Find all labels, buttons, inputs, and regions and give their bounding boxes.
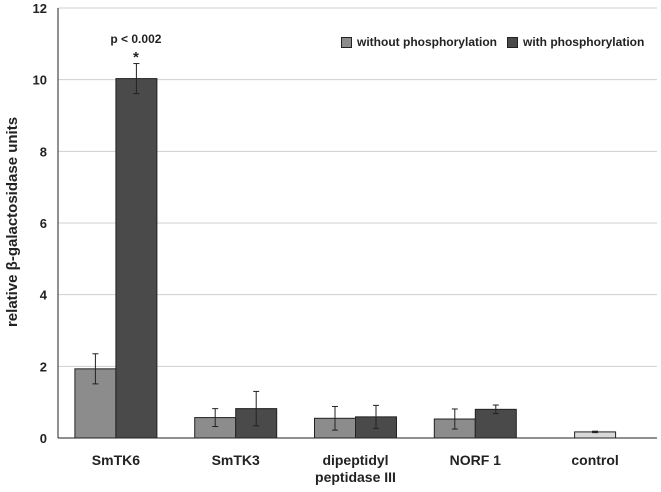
y-axis-label-wrapper: relative β-galactosidase units [2,0,22,487]
y-tick-label: 12 [33,1,47,16]
y-tick-label: 6 [40,216,47,231]
legend-label-with: with phosphorylation [522,35,645,49]
x-tick-label: SmTK3 [212,452,260,468]
legend-swatch-without [341,36,352,48]
legend: without phosphorylation with phosphoryla… [341,35,644,49]
y-axis-label: relative β-galactosidase units [4,117,21,327]
x-tick-label: dipeptidyl [322,452,388,468]
bar [115,78,158,439]
annotation-pvalue: p < 0.002 [110,32,161,46]
y-tick-label: 2 [40,359,47,374]
legend-item-with: with phosphorylation [506,35,645,49]
x-tick-label: control [571,452,618,468]
legend-label-without: without phosphorylation [357,35,497,49]
y-tick-label: 4 [40,288,48,303]
x-tick-label: NORF 1 [450,452,502,468]
annotation-marker: * [133,49,139,66]
x-tick-label: peptidase III [315,469,396,485]
y-tick-label: 10 [33,73,47,88]
x-tick-label: SmTK6 [92,452,140,468]
legend-item-without: without phosphorylation [341,35,497,49]
legend-swatch-with [506,36,518,48]
y-tick-label: 0 [40,431,47,446]
y-tick-label: 8 [40,144,47,159]
